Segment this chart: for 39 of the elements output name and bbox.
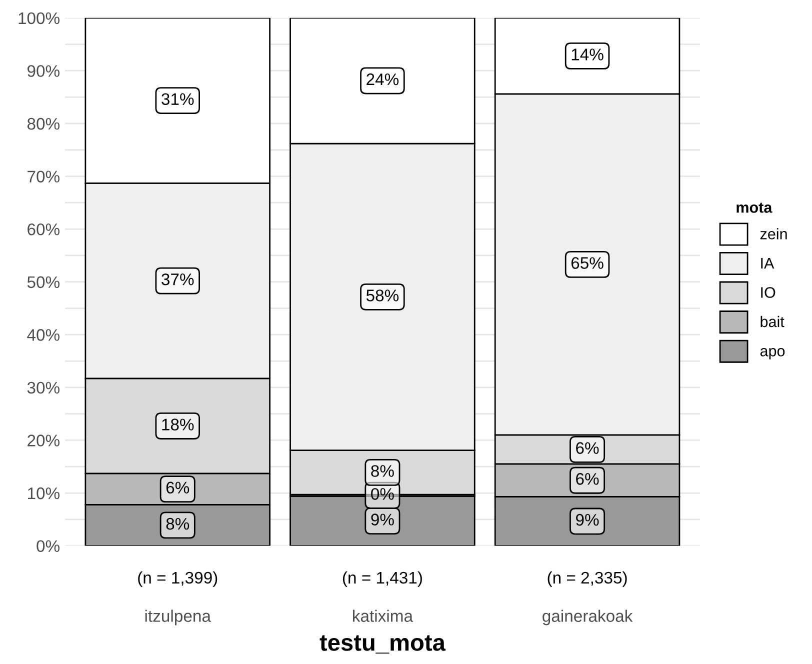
- legend-label: IO: [761, 287, 776, 298]
- y-tick-label: 20%: [28, 434, 60, 446]
- data-label: 9%: [576, 514, 599, 526]
- y-tick-label: 0%: [36, 540, 60, 552]
- data-label: 0%: [371, 488, 394, 500]
- y-tick-label: 100%: [18, 12, 60, 24]
- x-tick-label: gainerakoak: [542, 610, 633, 626]
- text: (n = 2,335): [548, 571, 627, 587]
- data-label: 31%: [162, 93, 194, 106]
- y-tick-label: 10%: [28, 487, 60, 500]
- data-label: 18%: [162, 418, 194, 430]
- data-label: 8%: [371, 465, 394, 477]
- data-label: 58%: [366, 290, 399, 302]
- y-tick-label: 40%: [27, 329, 60, 341]
- x-tick-label: katixima: [353, 610, 414, 622]
- y-tick-label: 30%: [27, 382, 60, 394]
- legend-label: IA: [761, 258, 774, 268]
- text: (n = 1,431): [342, 571, 422, 587]
- data-label: 24%: [366, 73, 399, 86]
- data-label: 6%: [576, 473, 599, 485]
- y-tick-label: 80%: [27, 118, 60, 130]
- data-label: 8%: [166, 518, 190, 530]
- data-label: 37%: [162, 273, 194, 286]
- data-label: 6%: [166, 482, 190, 494]
- y-tick-label: 60%: [28, 223, 60, 236]
- x-tick-label: itzulpena: [145, 610, 211, 626]
- legend-title: mota: [736, 202, 772, 213]
- data-label: 9%: [371, 514, 394, 526]
- y-tick-label: 90%: [28, 65, 60, 77]
- y-tick-label: 70%: [28, 170, 60, 182]
- x-axis-title: testu_mota: [320, 635, 446, 654]
- data-label: 14%: [572, 48, 604, 60]
- data-label: 65%: [571, 257, 604, 269]
- data-label: 6%: [576, 442, 599, 454]
- y-tick-label: 50%: [27, 276, 60, 288]
- text: (n = 1,399): [138, 571, 218, 587]
- legend-label: apo: [760, 348, 785, 360]
- legend-label: zein: [760, 228, 787, 240]
- legend-label: bait: [760, 316, 784, 328]
